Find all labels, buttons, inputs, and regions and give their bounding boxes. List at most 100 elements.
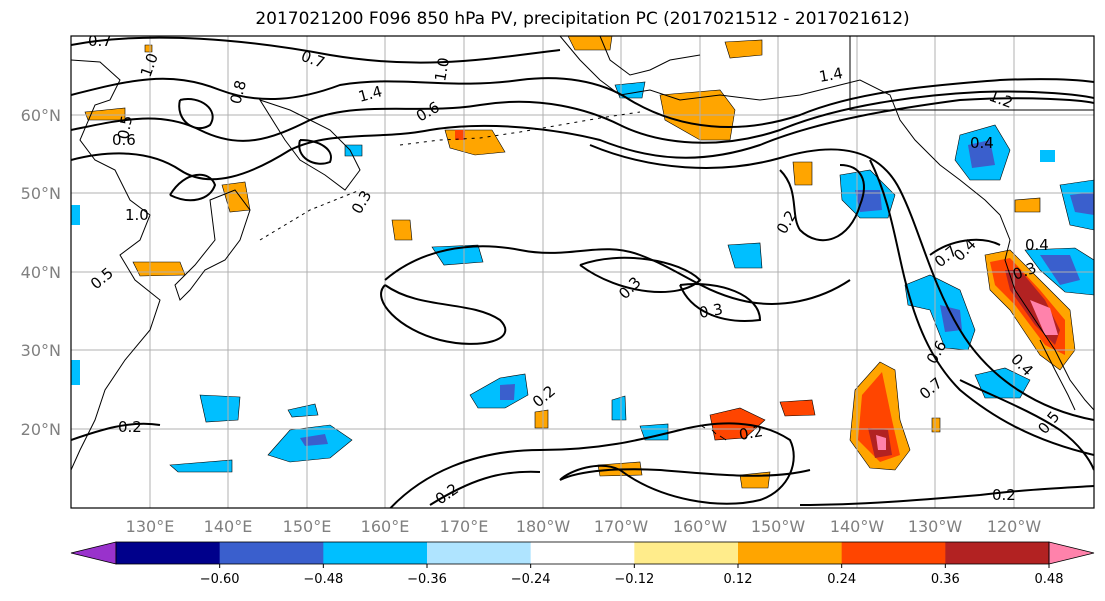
lat-label: 20°N xyxy=(21,420,61,439)
map-panel: 0.7 1.0 0.8 0.7 1.4 1.0 0.6 1.4 1.2 0.6 … xyxy=(71,32,1094,508)
colorbar-box xyxy=(427,542,532,564)
colorbar-tick-label: −0.36 xyxy=(407,572,447,587)
latitude-labels: 60°N 50°N 40°N 30°N 20°N xyxy=(21,106,61,439)
precip-blob xyxy=(931,417,941,433)
colorbar-box xyxy=(738,542,843,564)
kuril-islands xyxy=(259,189,361,241)
colorbar-tick-label: −0.12 xyxy=(614,572,654,587)
precip-blob xyxy=(639,423,669,441)
japan-coastline xyxy=(174,189,251,301)
precip-blob xyxy=(739,471,771,489)
contour-label: 0.8 xyxy=(226,78,250,106)
colorbar-ticks: −0.60 −0.48 −0.36 −0.24 −0.12 0.12 0.24 0.36 0.4… xyxy=(200,564,1064,587)
colorbar-tick-label: −0.60 xyxy=(200,572,240,587)
precip-blob xyxy=(779,399,816,417)
precip-blob xyxy=(455,130,465,140)
colorbar: −0.60 −0.48 −0.36 −0.24 −0.12 0.12 0.24 0.36 0.4… xyxy=(70,541,1095,587)
colorbar-box xyxy=(530,542,635,564)
kamchatka-coastline xyxy=(258,99,361,191)
contour-label: 0.2 xyxy=(738,422,765,444)
precip-blob xyxy=(391,219,413,241)
colorbar-extend-low xyxy=(70,541,117,565)
colorbar-extend-high xyxy=(1048,541,1095,565)
precip-blob xyxy=(132,261,186,277)
north-america-coastline xyxy=(999,214,1094,411)
lon-label: 130°E xyxy=(126,517,175,536)
lon-label: 160°E xyxy=(361,517,410,536)
precip-blob xyxy=(855,190,882,212)
contour-label: 0.2 xyxy=(118,418,142,436)
colorbar-tick-label: 0.12 xyxy=(724,572,753,587)
lat-label: 50°N xyxy=(21,184,61,203)
longitude-labels: 130°E 140°E 150°E 160°E 170°E 180°W 170°… xyxy=(126,517,1042,536)
precip-blob xyxy=(727,242,763,269)
colorbar-outline xyxy=(115,541,1050,565)
precip-blob xyxy=(144,44,153,53)
contour-label: 0.4 xyxy=(1025,236,1049,254)
contour-label: 1.0 xyxy=(125,206,149,224)
colorbar-box xyxy=(323,542,428,564)
colorbar-tick-label: 0.24 xyxy=(827,572,856,587)
precip-blob xyxy=(534,409,549,429)
colorbar-tick-label: −0.48 xyxy=(303,572,343,587)
bering-coast xyxy=(599,36,701,76)
precip-blob xyxy=(1040,150,1055,162)
lon-label: 140°W xyxy=(830,517,885,536)
pv-contours xyxy=(71,36,1094,508)
precip-blob xyxy=(611,395,627,421)
contour-label: 0.3 xyxy=(698,300,725,322)
contour-label: 1.0 xyxy=(431,56,453,83)
colorbar-tick-label: 0.48 xyxy=(1035,572,1064,587)
colorbar-tick-label: 0.36 xyxy=(931,572,960,587)
contour-label: 1.4 xyxy=(818,64,845,86)
precip-blob xyxy=(876,435,886,450)
colorbar-box xyxy=(219,542,324,564)
map-frame xyxy=(70,35,1095,509)
map-title: 2017021200 F096 850 hPa PV, precipitatio… xyxy=(255,9,910,29)
asia-coastline xyxy=(71,59,161,471)
precip-blob xyxy=(1040,255,1080,285)
coastlines xyxy=(71,36,1094,471)
precip-blob xyxy=(199,394,241,423)
precip-blob xyxy=(344,144,363,157)
contour-label: 0.7 xyxy=(88,32,112,50)
precip-blob xyxy=(968,140,995,168)
colorbar-box xyxy=(634,542,739,564)
lon-label: 170°W xyxy=(594,517,649,536)
lat-label: 60°N xyxy=(21,106,61,125)
contour-label: 1.4 xyxy=(356,82,384,106)
lon-label: 170°E xyxy=(440,517,489,536)
lon-label: 150°E xyxy=(283,517,332,536)
precip-blob xyxy=(71,205,80,225)
canada-border xyxy=(849,36,1094,111)
lon-label: 120°W xyxy=(987,517,1042,536)
contour-label: 0.5 xyxy=(114,114,136,141)
colorbar-box xyxy=(945,542,1050,564)
aleutian-islands xyxy=(399,111,641,146)
precip-blob xyxy=(974,367,1031,399)
contour-label: 0.6 xyxy=(112,131,136,149)
precip-blob xyxy=(169,459,233,473)
colorbar-tick-label: −0.24 xyxy=(511,572,551,587)
precip-blob xyxy=(792,161,813,186)
precip-blob xyxy=(724,39,763,59)
precip-blob xyxy=(500,384,515,400)
colorbar-boxes xyxy=(116,542,1050,564)
lon-label: 180°W xyxy=(516,517,571,536)
precip-negative-shading xyxy=(71,81,1094,473)
precip-blob xyxy=(71,360,80,385)
lon-label: 160°W xyxy=(673,517,728,536)
precip-blob xyxy=(1014,197,1041,213)
contour-label: 0.4 xyxy=(970,134,994,152)
precip-blob xyxy=(1030,300,1058,335)
graticule xyxy=(71,36,1094,508)
precip-blob xyxy=(1070,192,1094,215)
lon-label: 130°W xyxy=(908,517,963,536)
lat-label: 40°N xyxy=(21,263,61,282)
colorbar-box xyxy=(116,542,221,564)
lon-label: 140°E xyxy=(204,517,253,536)
lon-label: 150°W xyxy=(751,517,806,536)
precip-blob xyxy=(614,81,646,99)
lat-label: 30°N xyxy=(21,341,61,360)
precip-blob xyxy=(287,403,319,418)
